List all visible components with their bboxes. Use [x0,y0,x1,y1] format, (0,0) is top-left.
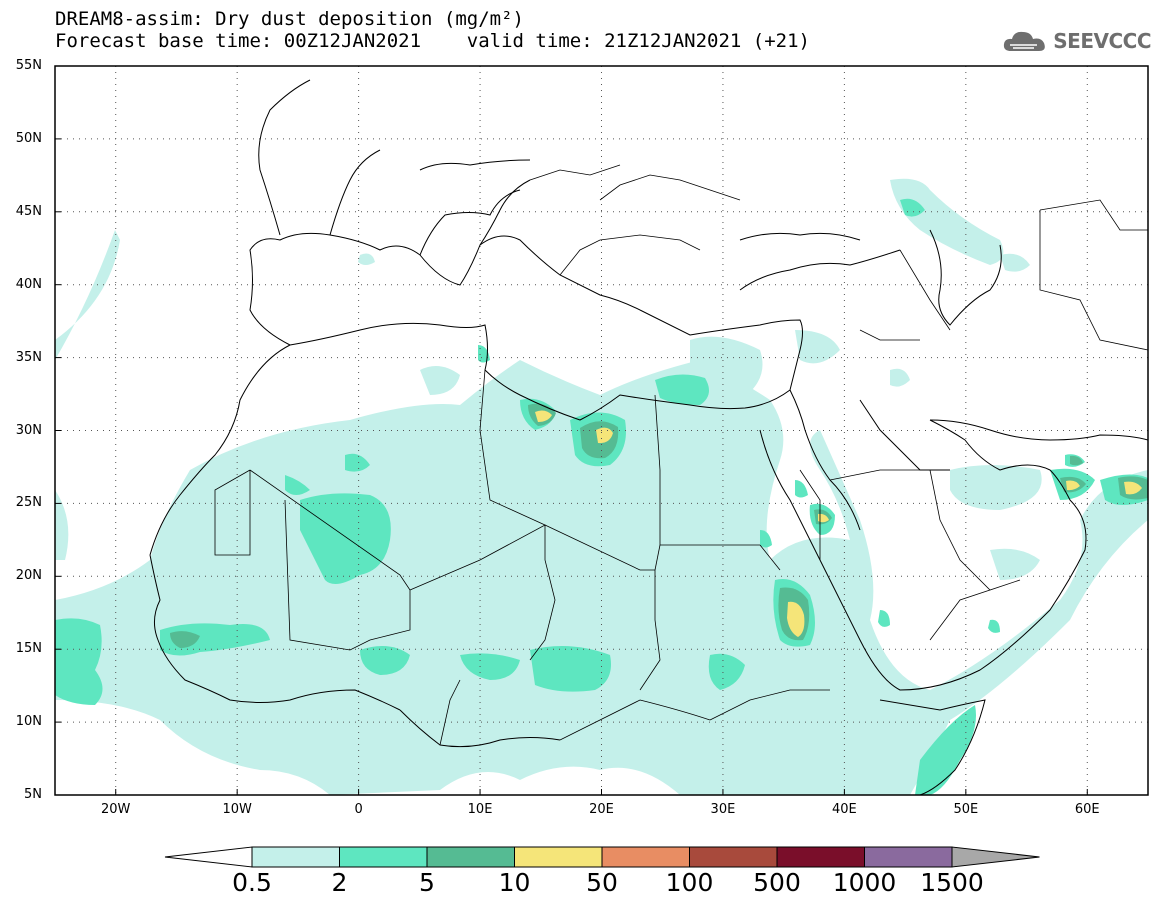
latitude-label: 45N [15,203,42,219]
longitude-label: 40E [831,802,857,817]
colorbar-label: 10 [498,868,531,897]
longitude-label: 50E [953,802,979,817]
colorbar-swatch [776,846,865,868]
longitude-label: 10W [222,802,252,817]
colorbar-label: 100 [665,868,714,897]
latitude-label: 15N [15,641,42,657]
colorbar-swatch [251,846,340,868]
longitude-label: 10E [467,802,493,817]
latitude-label: 35N [15,349,42,365]
latitude-label: 40N [15,276,42,292]
colorbar-label: 0.5 [232,868,272,897]
latitude-label: 30N [15,422,42,438]
country-borders [214,164,1148,746]
latitude-label: 55N [15,58,42,73]
coastlines [149,79,1148,795]
latitude-label: 25N [15,495,42,511]
cloud-logo-icon [1004,31,1046,51]
colorbar-label: 50 [586,868,618,897]
colorbar-label: 2 [331,868,348,897]
graticule [55,66,1148,795]
colorbar-label: 1000 [832,868,897,897]
longitude-label: 20E [589,802,614,817]
map-fields [55,66,1148,795]
colorbar-label: 1500 [920,868,984,897]
colorbar-swatch [689,846,778,868]
longitude-label: 20W [101,802,131,817]
chart-title: DREAM8-assim: Dry dust deposition (mg/m²… [55,8,524,30]
logo-text: SEEVCCC [1053,29,1151,53]
colorbar-label: 500 [753,868,801,897]
chart-subtitle: Forecast base time: 00Z12JAN2021 valid t… [55,30,810,52]
latitude-label: 5N [24,787,42,802]
axis-ticks [55,65,1088,796]
dust-field-light [55,178,1148,795]
colorbar-swatch [514,846,603,868]
dust-field-medium [55,198,1148,795]
colorbar-under-arrow [164,846,253,868]
colorbar-over-arrow [951,846,1040,868]
dust-field-high [535,410,1142,637]
colorbar-swatch [601,846,690,868]
longitude-label: 0 [354,802,363,817]
longitude-label: 60E [1074,802,1100,817]
colorbar-label: 5 [419,868,435,897]
latitude-label: 10N [15,714,42,730]
latitude-label: 50N [15,130,42,146]
colorbar-swatch [864,846,953,868]
latitude-label: 20N [15,568,42,584]
colorbar-swatch [339,846,428,868]
longitude-label: 30E [710,802,736,817]
colorbar [164,846,1040,868]
colorbar-swatch [426,846,515,868]
logo: SEEVCCC [1001,26,1151,56]
